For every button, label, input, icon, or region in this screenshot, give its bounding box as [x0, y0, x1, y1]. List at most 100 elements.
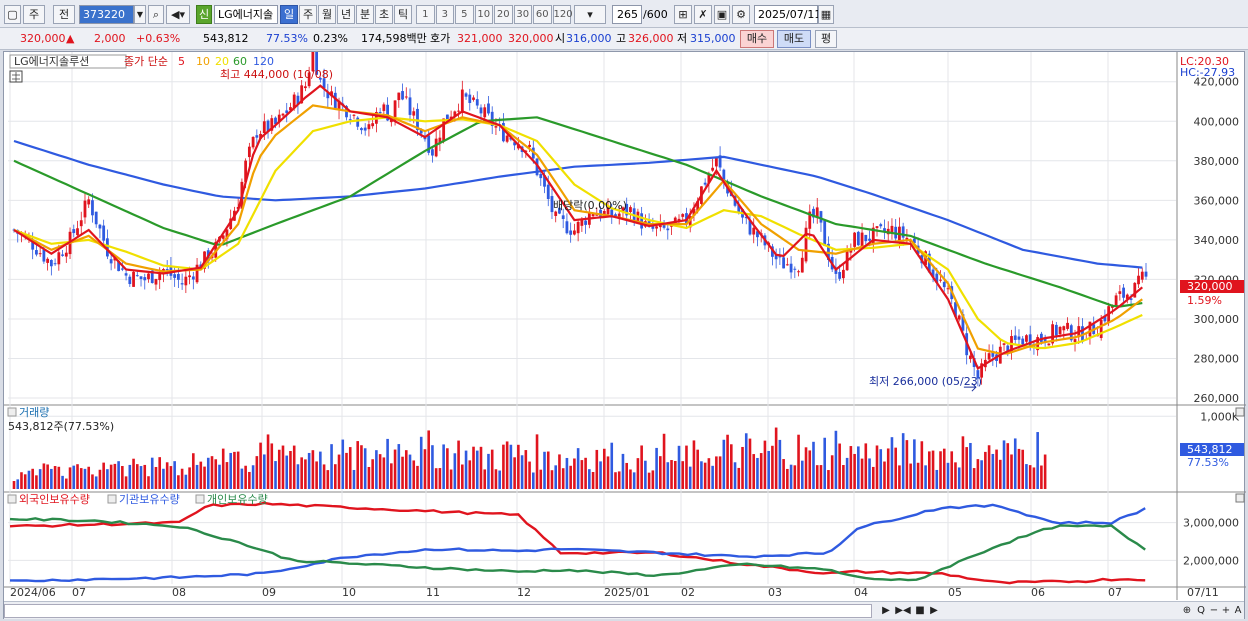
- volume-bar: [386, 438, 389, 489]
- candle-body: [939, 279, 942, 281]
- interval-dropdown[interactable]: ▾: [574, 5, 606, 24]
- volume-bar: [868, 458, 871, 489]
- candle-body: [1069, 325, 1073, 341]
- interval-tab-120[interactable]: 120: [552, 5, 573, 24]
- holding-close-icon[interactable]: [1235, 493, 1245, 503]
- candle-body: [57, 252, 61, 265]
- volume-close-icon[interactable]: [1235, 407, 1245, 417]
- hc-label: HC:-27.93: [1180, 66, 1235, 79]
- volume-bar: [842, 465, 845, 489]
- volume-bar: [1036, 432, 1039, 489]
- interval-tab-5[interactable]: 5: [455, 5, 474, 24]
- candle-body: [98, 224, 102, 229]
- candle-body: [1137, 275, 1140, 285]
- volume-bar: [46, 464, 49, 489]
- candle-body: [602, 210, 606, 215]
- volume-bar: [322, 464, 326, 489]
- candle-body: [460, 89, 464, 113]
- search-icon[interactable]: ⌕: [148, 5, 164, 24]
- period-tab-1[interactable]: 주: [299, 5, 317, 24]
- zoom-in-button[interactable]: +: [1221, 605, 1231, 616]
- candle-body: [1058, 326, 1062, 335]
- gear-icon[interactable]: ⚙: [732, 5, 750, 24]
- volume-bar: [942, 448, 946, 489]
- new-badge: 신: [196, 5, 212, 24]
- interval-tab-30[interactable]: 30: [513, 5, 532, 24]
- interval-tab-60[interactable]: 60: [533, 5, 552, 24]
- period-tab-5[interactable]: 초: [375, 5, 393, 24]
- period-tab-3[interactable]: 년: [337, 5, 355, 24]
- chart-window-icon[interactable]: ▢: [4, 5, 21, 24]
- volume-bar: [132, 458, 135, 489]
- candle-body: [378, 111, 382, 113]
- period-tab-6[interactable]: 틱: [394, 5, 412, 24]
- period-tab-0[interactable]: 일: [280, 5, 298, 24]
- candle-body: [991, 352, 995, 357]
- rewind-button[interactable]: ▶◀: [895, 605, 911, 616]
- volume-bar: [307, 452, 311, 489]
- speaker-dropdown-icon[interactable]: ◀▾: [166, 5, 190, 24]
- stock-code-input[interactable]: 373220: [79, 5, 134, 24]
- period-tab-4[interactable]: 분: [356, 5, 374, 24]
- max-price-note: 최고 444,000 (10/08): [220, 68, 333, 81]
- volume-bar: [277, 449, 281, 489]
- next-button[interactable]: ▶: [930, 605, 938, 616]
- candle-body: [576, 221, 580, 234]
- candle-body: [875, 226, 879, 229]
- interval-tab-1[interactable]: 1: [416, 5, 435, 24]
- save-icon[interactable]: ▣: [714, 5, 730, 24]
- interval-tab-3[interactable]: 3: [435, 5, 454, 24]
- count-input[interactable]: 265: [612, 5, 642, 24]
- chart-scrollbar[interactable]: [4, 604, 872, 618]
- candle-body: [539, 173, 543, 179]
- candle-body: [1017, 336, 1021, 340]
- prev-button[interactable]: 전: [53, 5, 75, 24]
- candle-body: [274, 117, 277, 125]
- grid-tool-icon[interactable]: ⊞: [674, 5, 692, 24]
- code-dropdown-icon[interactable]: ▼: [134, 5, 146, 24]
- volume-bar: [498, 470, 501, 489]
- interval-tab-10[interactable]: 10: [474, 5, 493, 24]
- candle-body: [640, 213, 644, 229]
- candle-body: [580, 219, 584, 226]
- candle-body: [442, 118, 446, 142]
- volume-bar: [162, 468, 165, 489]
- volume-current-pct: 77.53%: [1187, 456, 1229, 469]
- candle-body: [184, 276, 188, 286]
- crosshair-tool-icon[interactable]: ✗: [694, 5, 712, 24]
- zoom-out-button[interactable]: −: [1209, 605, 1219, 616]
- candle-body: [475, 99, 479, 106]
- candle-body: [871, 227, 875, 244]
- candle-body: [771, 246, 774, 257]
- volume-bar: [1006, 443, 1010, 489]
- zoom-button[interactable]: ⊕: [1182, 605, 1192, 616]
- volume-bar: [588, 469, 591, 489]
- flat-button[interactable]: 평: [815, 30, 837, 48]
- interval-tab-20[interactable]: 20: [494, 5, 513, 24]
- play-button[interactable]: ▶: [882, 605, 890, 616]
- candle-body: [797, 271, 800, 273]
- volume-bar: [244, 465, 247, 489]
- candle-body: [554, 211, 558, 216]
- font-button[interactable]: A: [1234, 605, 1242, 616]
- candle-body: [330, 91, 333, 97]
- candle-body: [714, 157, 718, 167]
- date-input[interactable]: 2025/07/11: [754, 5, 821, 24]
- candle-body: [879, 224, 883, 227]
- volume-bar: [57, 466, 61, 489]
- calendar-icon[interactable]: ▦: [818, 5, 834, 24]
- period-unit-button[interactable]: 주: [23, 5, 45, 24]
- period-tab-2[interactable]: 월: [318, 5, 336, 24]
- candle-body: [431, 149, 434, 156]
- candle-body: [404, 96, 408, 98]
- stop-button[interactable]: ■: [915, 605, 925, 616]
- sell-button[interactable]: 매도: [777, 30, 811, 48]
- buy-button[interactable]: 매수: [740, 30, 774, 48]
- candle-body: [561, 215, 565, 219]
- candle-body: [569, 230, 573, 235]
- volume-value: 543,812: [203, 32, 249, 45]
- volume-bar: [808, 450, 812, 489]
- volume-bar: [382, 457, 386, 489]
- volume-bar: [203, 466, 206, 489]
- magnify-button[interactable]: Q: [1197, 605, 1205, 616]
